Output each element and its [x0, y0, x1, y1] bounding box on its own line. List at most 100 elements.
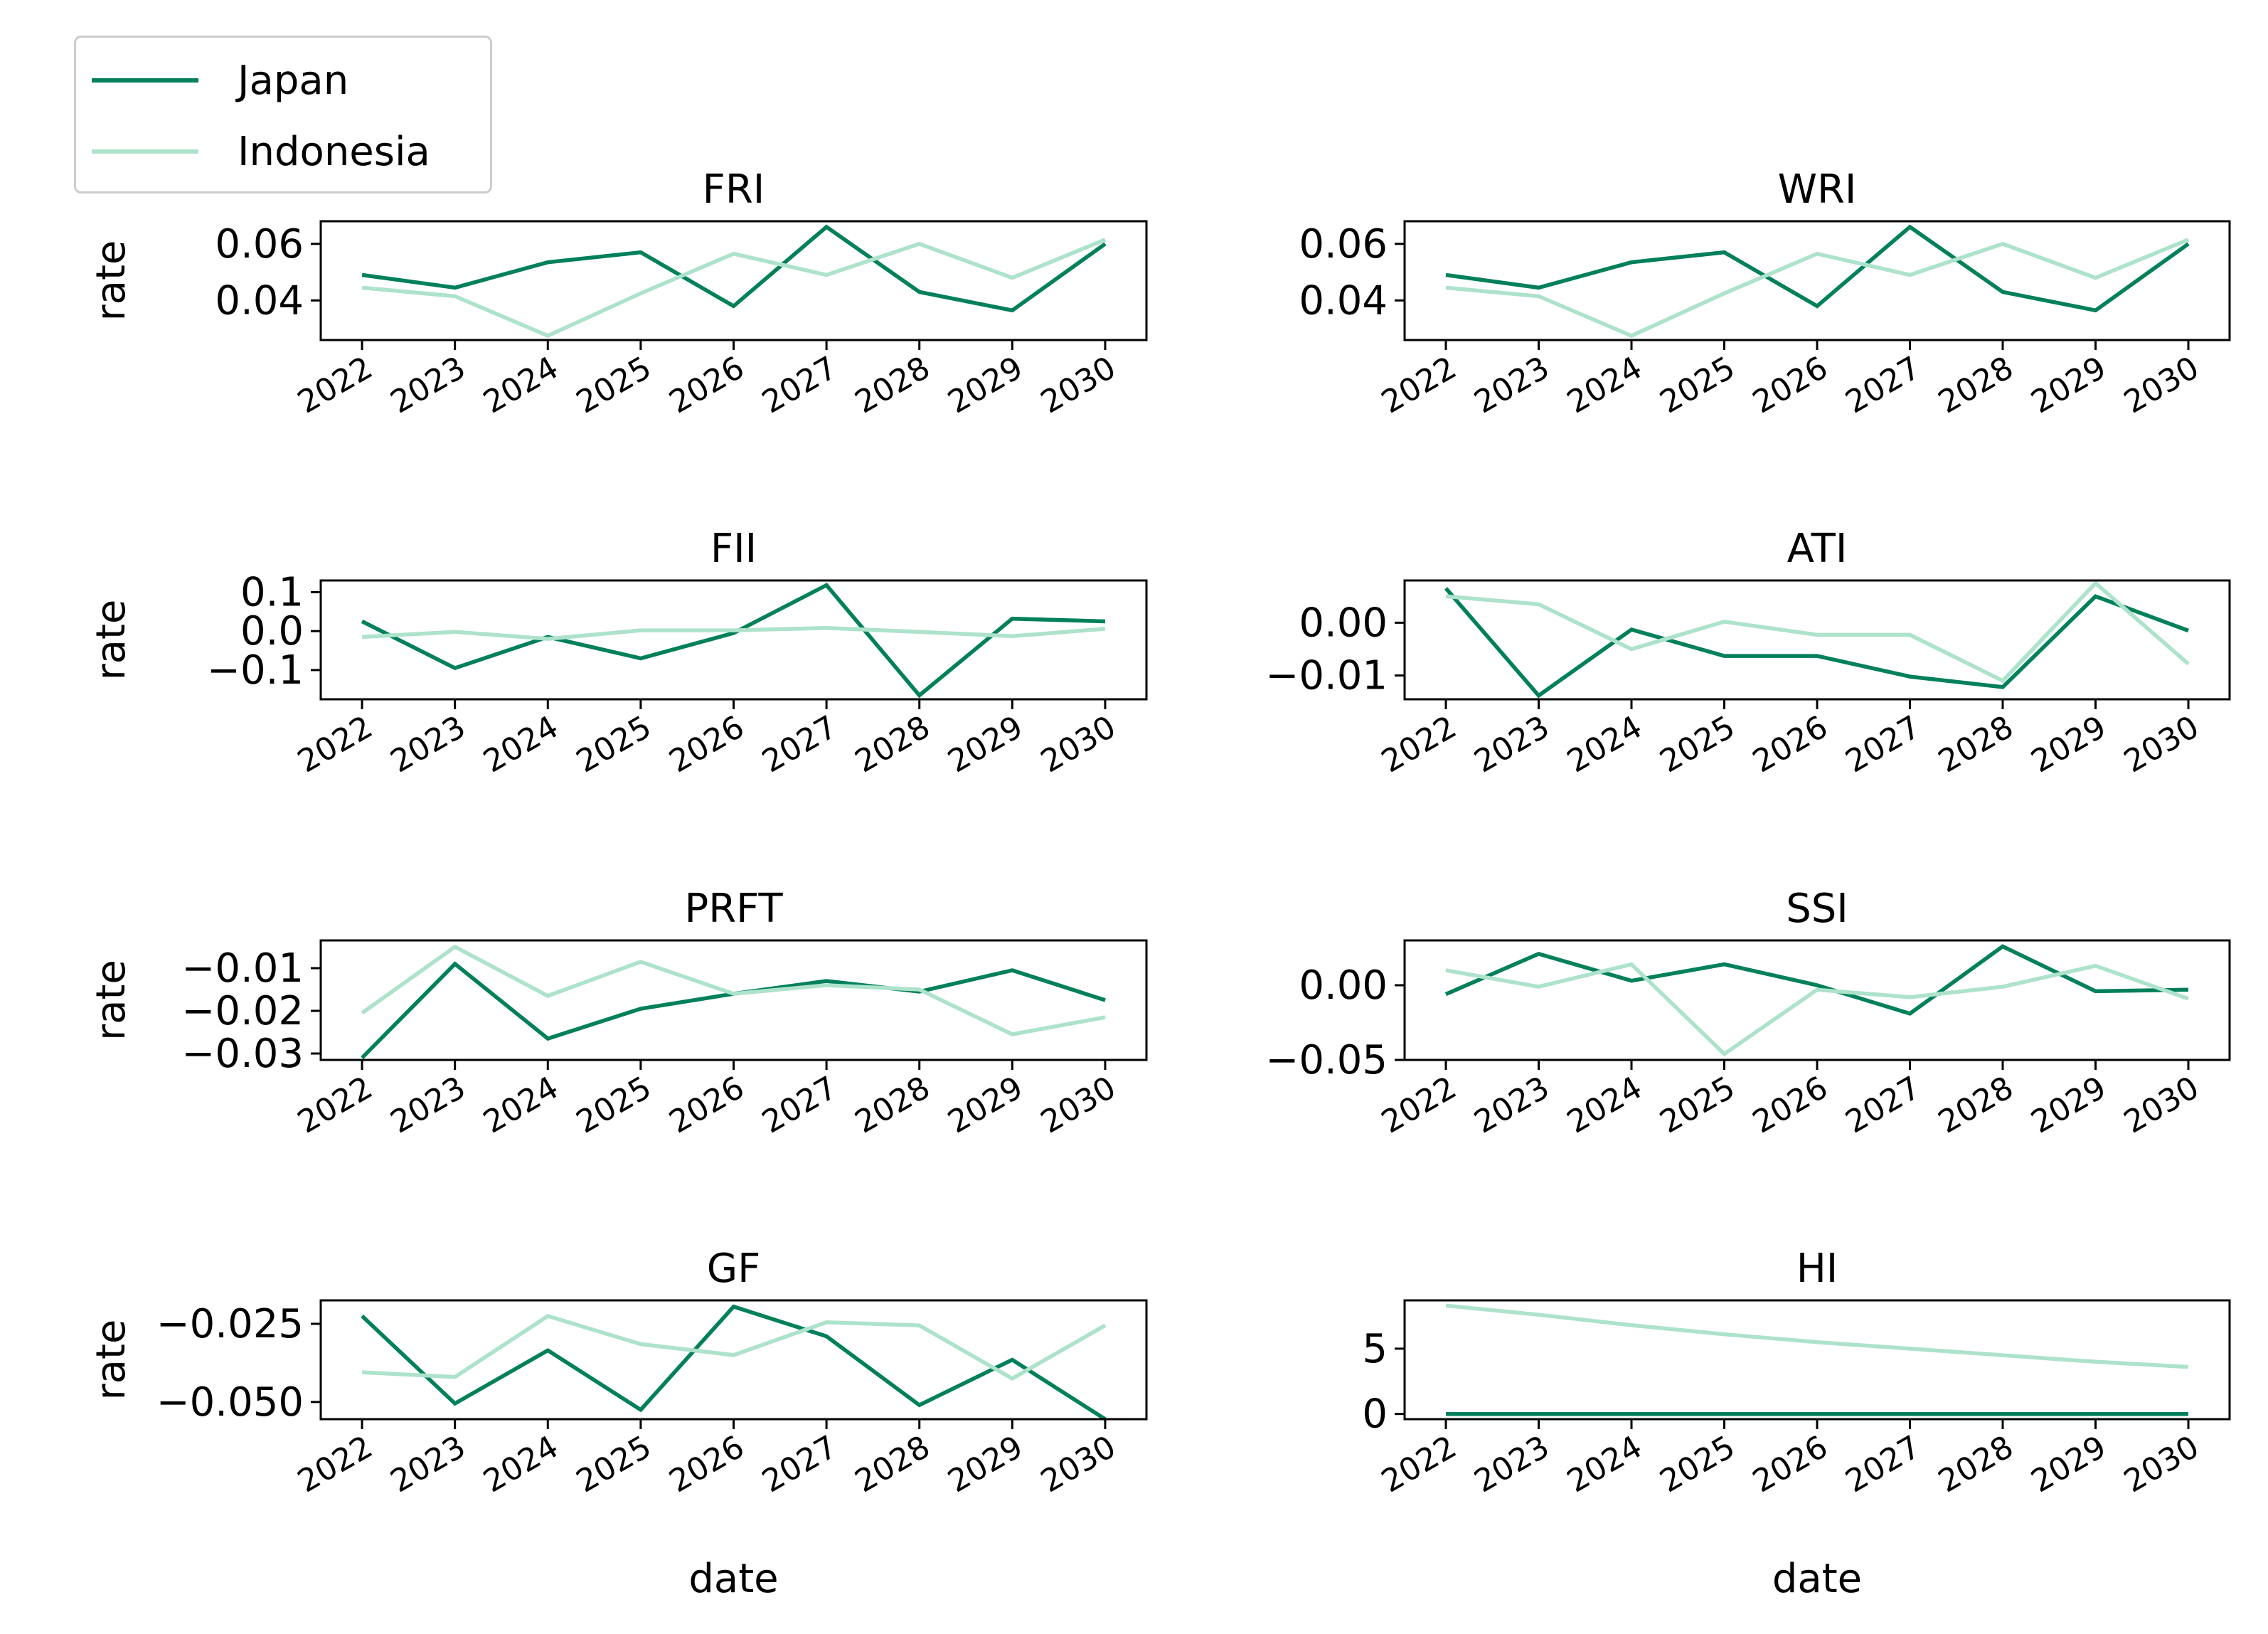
x-tick-label: 2030 — [1035, 1069, 1122, 1140]
y-tick-label: 5 — [1362, 1326, 1388, 1372]
x-tick-label: 2029 — [942, 709, 1028, 780]
x-tick-label: 2026 — [1747, 349, 1833, 420]
x-tick-label: 2027 — [1840, 709, 1927, 780]
legend-label-indonesia: Indonesia — [238, 128, 430, 175]
y-tick-label: 0 — [1362, 1391, 1388, 1438]
x-tick-label: 2024 — [477, 1069, 564, 1140]
y-axis-label: rate — [88, 240, 134, 322]
axes-frame — [1403, 220, 2231, 341]
panel-gf: 2022 2023 2024 2025 2026 2027 2028 2029 2030 −0.0… — [88, 1246, 1148, 1602]
y-tick-label: −0.02 — [181, 988, 304, 1034]
x-tick-label: 2029 — [2025, 709, 2112, 780]
x-tick-label: 2030 — [1035, 1428, 1122, 1500]
x-tick-label: 2029 — [2025, 349, 2112, 420]
panel-title: GF — [707, 1246, 761, 1292]
y-tick-label: 0.04 — [215, 277, 304, 324]
x-tick-label: 2027 — [756, 1428, 843, 1500]
x-tick-label: 2028 — [849, 1428, 936, 1500]
series-line-japan — [1444, 587, 2189, 699]
y-tick-label: −0.1 — [207, 647, 304, 694]
series-line-japan — [1445, 224, 2190, 313]
x-tick-label: 2028 — [1932, 1428, 2019, 1500]
series-line-indonesia — [1445, 580, 2190, 684]
x-tick-label: 2025 — [570, 349, 657, 420]
panel-title: WRI — [1778, 166, 1857, 213]
axes-frame — [1403, 1299, 2231, 1421]
x-tick-label: 2023 — [385, 1069, 472, 1140]
series-line-indonesia — [1445, 1303, 2189, 1369]
x-tick-label: 2022 — [1375, 1428, 1462, 1500]
x-tick-label: 2022 — [292, 1428, 378, 1500]
x-tick-label: 2022 — [292, 349, 378, 420]
series-line-indonesia — [361, 944, 1106, 1036]
x-tick-label: 2030 — [2118, 349, 2205, 420]
panel-prft: 2022 2023 2024 2025 2026 2027 2028 2029 2030 −0.0… — [88, 886, 1148, 1141]
x-tick-label: 2030 — [1035, 709, 1122, 780]
series-line-indonesia — [361, 1313, 1107, 1381]
y-axis-label: rate — [88, 600, 134, 681]
panel-fii: 2022 2023 2024 2025 2026 2027 2028 2029 2030 −0.1… — [88, 526, 1148, 780]
series-line-indonesia — [1445, 962, 2189, 1057]
axes-frame — [319, 579, 1148, 701]
axes-frame — [319, 1299, 1148, 1421]
x-tick-label: 2027 — [1840, 1428, 1927, 1500]
x-tick-label: 2029 — [942, 349, 1028, 420]
x-tick-label: 2022 — [1375, 349, 1462, 420]
x-tick-label: 2023 — [385, 349, 472, 420]
y-tick-label: −0.025 — [156, 1301, 304, 1347]
series-line-japan — [361, 1304, 1107, 1419]
x-tick-label: 2030 — [2118, 709, 2205, 780]
y-tick-label: 0.1 — [240, 569, 304, 615]
x-tick-label: 2023 — [385, 1428, 472, 1500]
x-tick-label: 2025 — [570, 709, 657, 780]
x-tick-label: 2026 — [1747, 1428, 1833, 1500]
x-tick-label: 2029 — [2025, 1069, 2112, 1140]
x-tick-label: 2025 — [570, 1428, 657, 1500]
y-tick-label: −0.050 — [156, 1379, 304, 1426]
x-tick-label: 2025 — [1654, 1428, 1741, 1500]
x-tick-label: 2027 — [756, 709, 843, 780]
panel-title: PRFT — [684, 886, 783, 932]
x-tick-label: 2023 — [1469, 709, 1555, 780]
x-tick-label: 2029 — [942, 1428, 1028, 1500]
series-line-japan — [361, 583, 1106, 699]
x-axis-label: date — [688, 1556, 778, 1602]
legend-label-japan: Japan — [238, 57, 349, 104]
y-tick-label: 0.06 — [1299, 221, 1388, 267]
panel-ati: 2022 2023 2024 2025 2026 2027 2028 2029 2030 −0.0… — [1265, 526, 2231, 780]
y-tick-label: 0.04 — [1299, 277, 1388, 324]
x-tick-label: 2027 — [1840, 1069, 1927, 1140]
x-tick-label: 2027 — [756, 349, 843, 420]
x-tick-label: 2030 — [2118, 1069, 2205, 1140]
x-tick-label: 2026 — [664, 1428, 750, 1500]
x-tick-label: 2028 — [849, 709, 936, 780]
x-tick-label: 2024 — [1561, 1428, 1648, 1500]
panel-hi: 2022 2023 2024 2025 2026 2027 2028 2029 2030 0 5 HI… — [1362, 1246, 2231, 1602]
series-line-japan — [361, 224, 1107, 313]
x-tick-label: 2028 — [849, 349, 936, 420]
x-tick-label: 2028 — [1932, 349, 2019, 420]
x-tick-label: 2024 — [477, 349, 564, 420]
y-tick-label: −0.01 — [181, 945, 304, 992]
y-axis-label: rate — [88, 1320, 134, 1401]
x-tick-label: 2029 — [2025, 1428, 2112, 1500]
series-line-indonesia — [1445, 238, 2190, 339]
y-tick-label: 0.0 — [240, 608, 304, 654]
x-tick-label: 2028 — [1932, 1069, 2019, 1140]
x-tick-label: 2030 — [1035, 349, 1122, 420]
x-tick-label: 2022 — [1375, 1069, 1462, 1140]
x-tick-label: 2023 — [1469, 349, 1555, 420]
legend-item-japan: Japan — [92, 52, 348, 109]
x-tick-label: 2022 — [292, 1069, 378, 1140]
legend-item-indonesia: Indonesia — [92, 123, 430, 180]
x-tick-label: 2025 — [1654, 349, 1741, 420]
x-tick-label: 2024 — [477, 709, 564, 780]
panel-title: HI — [1796, 1246, 1838, 1292]
x-tick-label: 2023 — [1469, 1428, 1555, 1500]
x-tick-label: 2030 — [2118, 1428, 2205, 1500]
y-tick-label: 0.00 — [1299, 600, 1388, 646]
x-tick-label: 2025 — [570, 1069, 657, 1140]
panel-title: FRI — [703, 166, 765, 213]
x-tick-label: 2026 — [1747, 1069, 1833, 1140]
